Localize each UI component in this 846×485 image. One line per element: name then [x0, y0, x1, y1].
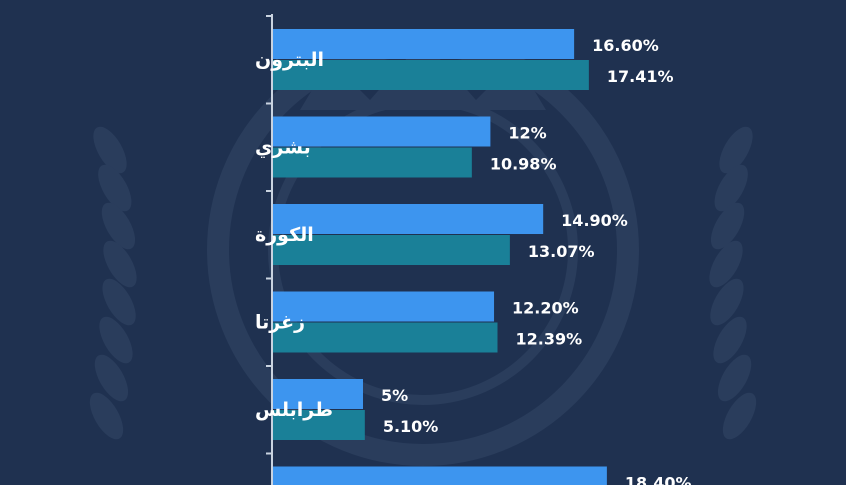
laurel-leaf-right — [713, 316, 747, 364]
bar — [272, 116, 491, 147]
data-label: 5.10% — [383, 417, 439, 436]
category-label: زغرتا — [255, 312, 305, 334]
bars-group — [272, 29, 607, 485]
bar — [272, 466, 607, 485]
bar — [272, 60, 589, 90]
data-label: 12.20% — [512, 299, 579, 318]
bar — [272, 147, 472, 178]
laurel-leaf-left — [102, 278, 136, 326]
y-axis — [266, 14, 273, 485]
data-label: 16.60% — [592, 36, 659, 55]
laurel-leaf-right — [722, 392, 757, 440]
bar — [272, 379, 363, 409]
laurel-leaf-left — [89, 392, 124, 440]
laurel-leaf-right — [710, 278, 744, 326]
data-label: 5% — [381, 386, 408, 405]
data-label: 18.40% — [625, 474, 692, 485]
laurel-leaf-left — [99, 316, 133, 364]
data-label: 13.07% — [528, 242, 595, 261]
laurel-leaf-left — [94, 354, 129, 402]
bar — [272, 291, 495, 322]
bar — [272, 204, 544, 234]
data-label: 12% — [508, 124, 546, 143]
category-label: الكورة — [255, 224, 314, 246]
category-label: طرابلس — [255, 399, 333, 421]
laurel-leaf-right — [714, 164, 748, 212]
bar — [272, 322, 498, 353]
data-label: 17.41% — [607, 67, 674, 86]
category-label: بشري — [255, 137, 311, 160]
laurel-leaf-left — [93, 126, 127, 174]
laurel-leaf-right — [719, 126, 753, 174]
category-label: البترون — [255, 49, 324, 71]
laurel-leaf-right — [709, 240, 743, 288]
data-label: 10.98% — [490, 155, 557, 174]
labels-group: 16.60% 17.41% البترون 12% 10.98% بشري 14.90% 13… — [255, 36, 692, 485]
bar — [272, 410, 365, 440]
bar — [272, 235, 510, 265]
laurel-leaf-left — [103, 240, 137, 288]
data-label: 14.90% — [561, 211, 628, 230]
laurel-leaf-right — [717, 354, 752, 402]
data-label: 12.39% — [515, 330, 582, 349]
laurel-leaf-left — [98, 164, 132, 212]
bar — [272, 29, 575, 59]
laurel-leaf-right — [710, 202, 745, 250]
laurel-leaf-left — [101, 202, 136, 250]
